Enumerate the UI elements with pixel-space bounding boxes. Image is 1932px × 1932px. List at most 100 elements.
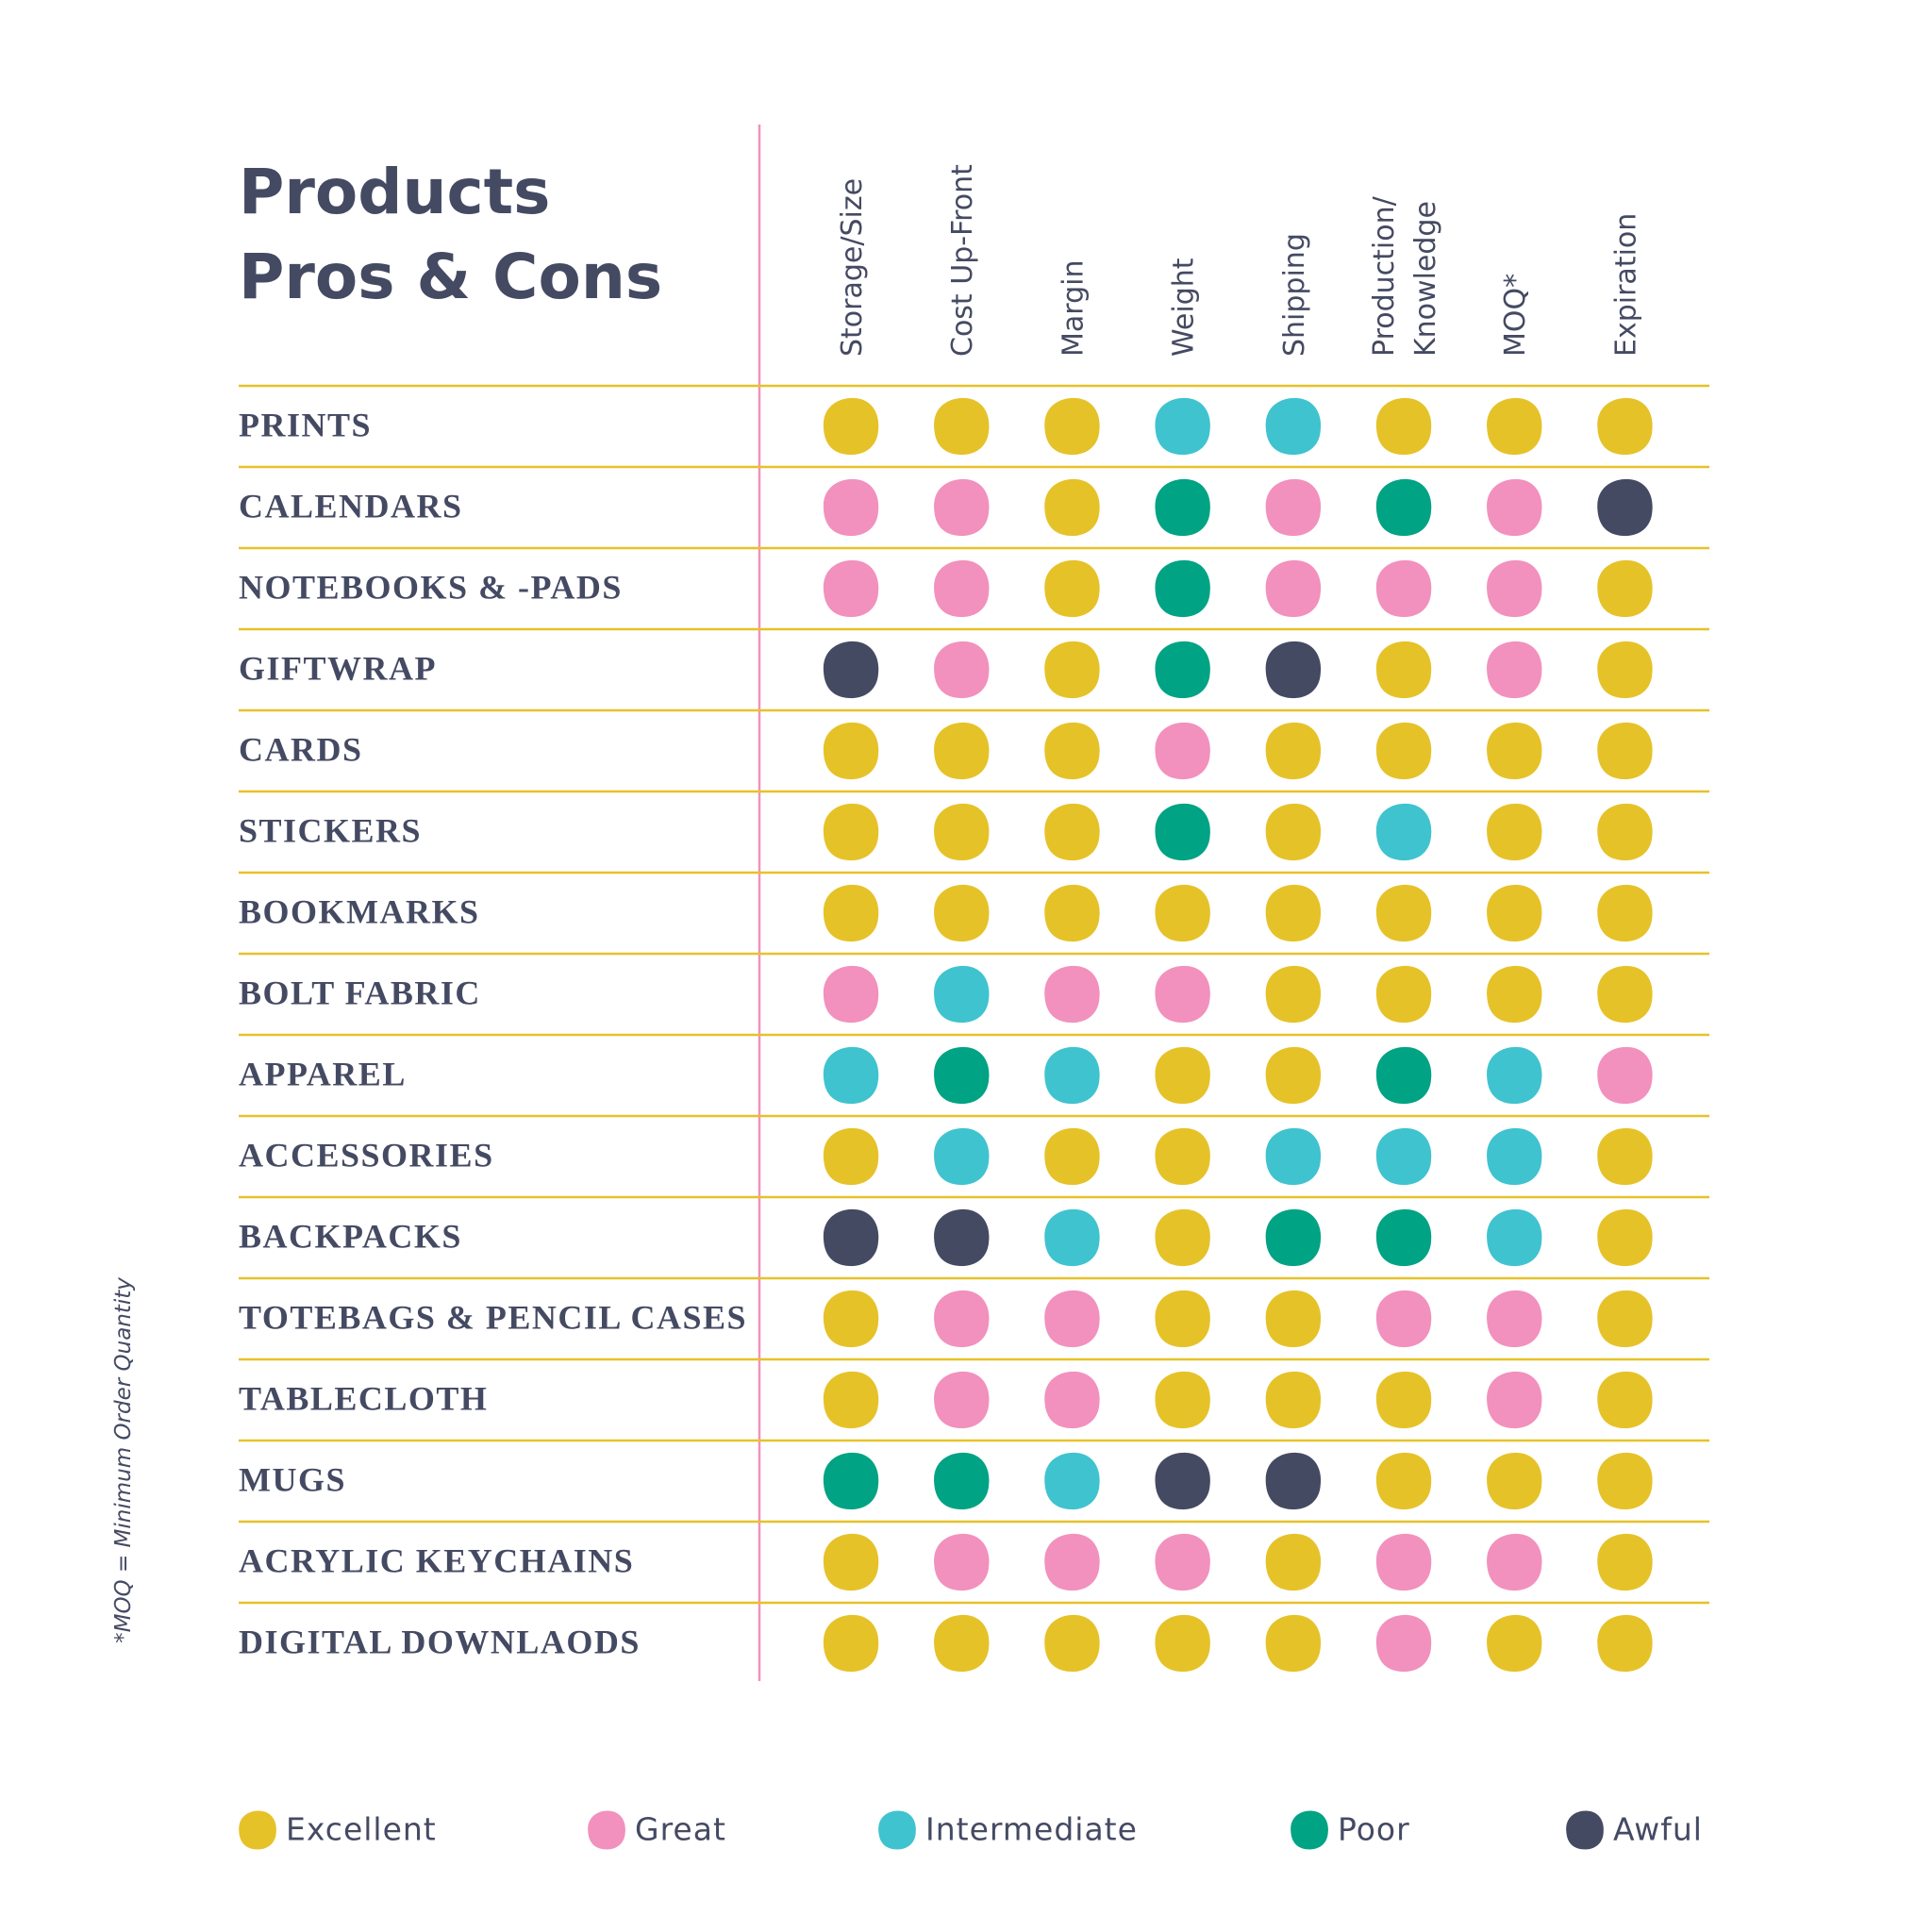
legend-label: Excellent <box>286 1811 437 1848</box>
rating-dot <box>1155 1046 1210 1105</box>
rating-dot <box>934 884 990 942</box>
rating-dot <box>1265 1208 1322 1267</box>
rating-dot <box>1375 1614 1432 1673</box>
rating-dot <box>1597 722 1653 780</box>
rating-dot <box>934 722 990 780</box>
rating-dot <box>934 1208 990 1267</box>
rating-dot <box>1265 803 1322 861</box>
row-label: ACRYLIC KEYCHAINS <box>239 1541 634 1579</box>
rating-dot <box>1487 641 1542 699</box>
rating-dot <box>1597 1290 1653 1348</box>
rating-dot <box>823 803 879 861</box>
column-header: Cost Up-Front <box>946 164 979 357</box>
rating-dot <box>934 1290 990 1348</box>
rating-dot <box>934 1371 990 1429</box>
rating-dot <box>823 884 879 942</box>
rating-dot <box>1597 884 1653 942</box>
rating-dot <box>1155 1290 1210 1348</box>
rating-dot <box>1155 722 1210 780</box>
title-line: Pros & Cons <box>239 241 662 313</box>
rating-dot <box>1044 803 1100 861</box>
rating-dot <box>1597 803 1653 861</box>
rating-dot <box>823 478 879 537</box>
rating-dot <box>1375 965 1432 1024</box>
rating-dot <box>823 1127 879 1186</box>
rating-dot <box>1155 1208 1210 1267</box>
rating-dot <box>1597 1046 1653 1105</box>
rating-dot <box>934 478 990 537</box>
legend-swatch <box>878 1810 916 1850</box>
rating-dot <box>1044 478 1100 537</box>
rating-dot <box>934 559 990 618</box>
rating-dot <box>1487 1127 1542 1186</box>
rating-dot <box>1155 965 1210 1024</box>
rating-dot <box>1597 1127 1653 1186</box>
rating-dot <box>1044 1290 1100 1348</box>
rating-dot <box>1487 1371 1542 1429</box>
row-label: STICKERS <box>239 811 422 849</box>
rating-dot <box>1265 478 1322 537</box>
row-label: ACCESSORIES <box>239 1136 494 1174</box>
row-label: CALENDARS <box>239 487 463 525</box>
legend-label: Intermediate <box>925 1811 1138 1848</box>
rating-dot <box>1375 1290 1432 1348</box>
rating-dot <box>1265 1533 1322 1591</box>
rating-dot <box>1044 1127 1100 1186</box>
rating-dot <box>1155 803 1210 861</box>
rating-dot <box>1375 1371 1432 1429</box>
rating-dot <box>1044 1452 1100 1510</box>
row-label: BACKPACKS <box>239 1217 462 1255</box>
footnote: *MOQ = Minimum Order Quantity <box>111 1277 136 1643</box>
rating-dot <box>1265 1371 1322 1429</box>
rating-dot <box>823 1046 879 1105</box>
rating-dot <box>1597 397 1653 456</box>
column-header: Storage/Size <box>836 178 869 357</box>
rating-dot <box>823 1208 879 1267</box>
row-label: MUGS <box>239 1460 346 1498</box>
row-label: TOTEBAGS & PENCIL CASES <box>239 1298 747 1336</box>
row-label: DIGITAL DOWNLAODS <box>239 1623 641 1660</box>
row-label: BOLT FABRIC <box>239 974 481 1011</box>
row-label: APPAREL <box>239 1055 407 1092</box>
column-header: Production/ <box>1368 195 1401 357</box>
rating-dot <box>823 722 879 780</box>
rating-dot <box>1597 1533 1653 1591</box>
rating-dot <box>1265 1614 1322 1673</box>
rating-dot <box>1375 641 1432 699</box>
rating-dot <box>823 397 879 456</box>
legend-label: Awful <box>1613 1811 1703 1848</box>
rating-dot <box>1487 1046 1542 1105</box>
rating-dot <box>823 559 879 618</box>
rating-dot <box>1487 1290 1542 1348</box>
rating-dot <box>1155 1452 1210 1510</box>
rating-dot <box>1487 1614 1542 1673</box>
rating-dot <box>1375 397 1432 456</box>
row-label: PRINTS <box>239 406 372 443</box>
row-label: TABLECLOTH <box>239 1379 488 1417</box>
rating-dot <box>1265 722 1322 780</box>
rating-dot <box>1375 1452 1432 1510</box>
rating-dot <box>1487 1452 1542 1510</box>
rating-dot <box>1487 722 1542 780</box>
rating-dot <box>1155 397 1210 456</box>
rating-dot <box>1487 478 1542 537</box>
rating-dot <box>1044 1371 1100 1429</box>
rating-dot <box>1044 1208 1100 1267</box>
legend-swatch <box>588 1810 625 1850</box>
rating-dot <box>1265 1046 1322 1105</box>
title-line: Products <box>239 156 550 228</box>
rating-dot <box>1265 1127 1322 1186</box>
rating-dot <box>1375 1046 1432 1105</box>
legend-swatch <box>1291 1810 1328 1850</box>
rating-dot <box>1487 559 1542 618</box>
rating-dot <box>1265 397 1322 456</box>
rating-dot <box>1375 1127 1432 1186</box>
rating-dot <box>934 1452 990 1510</box>
rating-dot <box>934 803 990 861</box>
rating-dot <box>823 1371 879 1429</box>
rating-dot <box>1265 965 1322 1024</box>
rating-dot <box>1487 1533 1542 1591</box>
legend-swatch <box>239 1810 276 1850</box>
row-label: NOTEBOOKS & -PADS <box>239 568 623 606</box>
rating-dot <box>1597 965 1653 1024</box>
